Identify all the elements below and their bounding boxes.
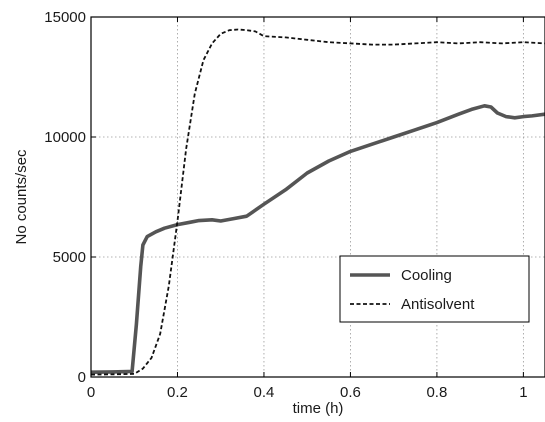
- y-tick-label: 10000: [44, 129, 86, 146]
- series-line-antisolvent: [90, 28, 545, 376]
- plot-frame: [90, 16, 545, 378]
- x-tick-label: 0.4: [254, 384, 275, 401]
- x-tick-label: 1: [519, 384, 527, 401]
- x-tick-label: 0: [87, 384, 95, 401]
- legend-label-cooling: Cooling: [401, 267, 452, 284]
- x-tick-label: 0.8: [426, 384, 447, 401]
- grid: [91, 17, 545, 377]
- legend: Cooling Antisolvent: [339, 255, 530, 323]
- y-axis-label: No counts/sec: [13, 149, 30, 245]
- y-tick-label: 15000: [44, 9, 86, 26]
- y-tick-label: 0: [78, 369, 86, 386]
- series-line-cooling: [90, 104, 545, 374]
- axis-ticks: 0 0.2 0.4 0.6 0.8 1 0 5000 10000 15000: [44, 9, 527, 401]
- x-tick-label: 0.6: [340, 384, 361, 401]
- plot-series: [90, 28, 545, 376]
- x-tick-label: 0.2: [167, 384, 188, 401]
- legend-label-antisolvent: Antisolvent: [401, 296, 475, 313]
- y-tick-label: 5000: [53, 249, 86, 266]
- legend-box: [339, 255, 530, 323]
- x-axis-label: time (h): [293, 400, 344, 417]
